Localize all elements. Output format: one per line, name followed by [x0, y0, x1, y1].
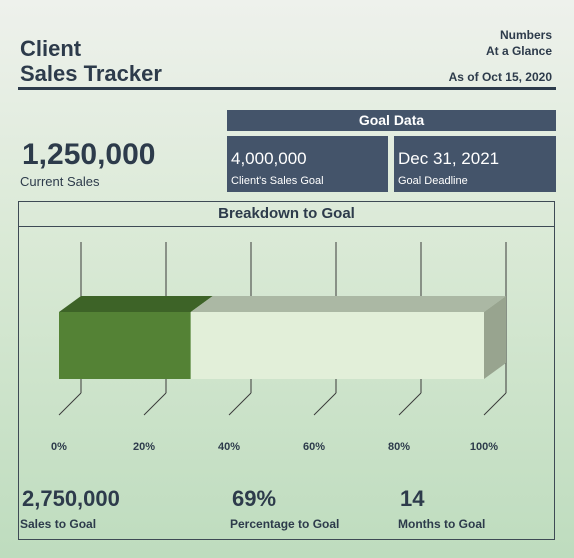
sales-goal-card: 4,000,000 Client's Sales Goal [227, 136, 388, 192]
sales-goal-label: Client's Sales Goal [231, 175, 324, 187]
as-of-date: As of Oct 15, 2020 [448, 70, 552, 84]
sales-goal-value: 4,000,000 [231, 149, 307, 168]
goal-deadline-value: Dec 31, 2021 [398, 149, 500, 168]
percentage-to-goal-value: 69% [232, 486, 277, 511]
goal-deadline-label: Goal Deadline [398, 175, 468, 187]
bar-side-face [484, 296, 506, 379]
current-sales-label: Current Sales [20, 174, 100, 189]
page-title: Client Sales Tracker [20, 36, 162, 86]
months-to-goal-label: Months to Goal [398, 517, 486, 531]
percentage-to-goal-label: Percentage to Goal [230, 517, 340, 531]
goal-deadline-card: Dec 31, 2021 Goal Deadline [394, 136, 556, 192]
gridline-floor [228, 392, 252, 416]
subtitle-line-1: Numbers [499, 28, 552, 42]
x-tick-label: 0% [51, 441, 67, 453]
header-subtitle: Numbers At a Glance [486, 27, 552, 59]
gridline-floor [143, 392, 167, 416]
gridline-floor [483, 392, 507, 416]
breakdown-panel: 0% 20% 40% 60% 80% 100% Breakdown to Goal 2,7… [18, 201, 555, 540]
gridline-floor [313, 392, 337, 416]
bar-segment-top [190, 296, 506, 312]
current-sales-value: 1,250,000 [22, 138, 156, 171]
title-line-2: Sales Tracker [20, 61, 162, 86]
months-to-goal-value: 14 [400, 486, 425, 511]
x-tick-label: 20% [133, 441, 155, 453]
bar-segment-top [59, 296, 213, 312]
breakdown-chart: 0% 20% 40% 60% 80% 100% [51, 242, 507, 453]
subtitle-line-2: At a Glance [485, 44, 552, 58]
gridline-floor [398, 392, 422, 416]
breakdown-title: Breakdown to Goal [19, 202, 554, 227]
header-divider [18, 87, 556, 90]
title-line-1: Client [20, 36, 82, 61]
x-tick-label: 60% [303, 441, 325, 453]
gridline-floor [58, 392, 82, 416]
goal-data-header: Goal Data [227, 110, 556, 131]
x-tick-label: 80% [388, 441, 410, 453]
bar-segment [190, 312, 484, 379]
bar-segment [59, 312, 191, 379]
x-tick-label: 40% [218, 441, 240, 453]
x-tick-label: 100% [470, 441, 498, 453]
sales-to-goal-value: 2,750,000 [22, 486, 120, 511]
sales-to-goal-label: Sales to Goal [20, 517, 97, 531]
